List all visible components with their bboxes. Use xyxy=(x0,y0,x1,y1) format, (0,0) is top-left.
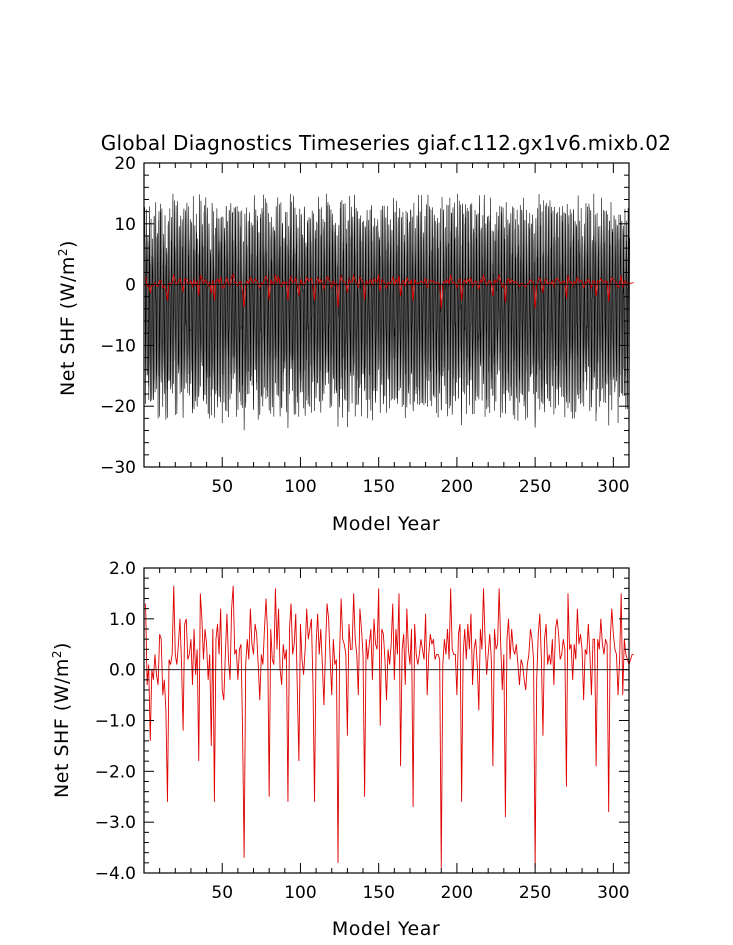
page-title: Global Diagnostics Timeseries giaf.c112.… xyxy=(101,131,672,155)
top-y-axis-label-main: Net SHF (W/m xyxy=(57,256,79,396)
top-y-tick-label: 0 xyxy=(125,276,136,296)
top-x-tick-label: 300 xyxy=(597,477,629,497)
top-y-tick-label: 10 xyxy=(114,215,136,235)
top-y-tick-label: −20 xyxy=(100,397,136,417)
top-monthly-line xyxy=(144,193,630,431)
bottom-y-tick-label: 1.0 xyxy=(109,610,136,630)
top-y-axis-label-close: ) xyxy=(57,240,79,248)
bottom-x-tick-label: 200 xyxy=(441,883,473,903)
bottom-axes: 2.0 1.0 0.0 −1.0 −2.0 −3.0 −4.0 50 100 150 200 250 3… xyxy=(95,559,630,903)
top-y-tick-label: 20 xyxy=(114,154,136,174)
top-plot-frame xyxy=(143,162,630,468)
top-x-tick-label: 150 xyxy=(362,477,394,497)
top-y-tick-label: −10 xyxy=(100,336,136,356)
plot-bottom: 2.0 1.0 0.0 −1.0 −2.0 −3.0 −4.0 50 100 150 200 250 3… xyxy=(50,559,634,940)
bottom-y-axis-label-main: Net SHF (W/m xyxy=(51,658,73,798)
top-y-axis-label: Net SHF (W/m2) xyxy=(56,240,79,396)
top-x-axis-label: Model Year xyxy=(332,513,440,535)
top-x-tick-label: 50 xyxy=(211,477,233,497)
bottom-x-axis-label: Model Year xyxy=(332,918,440,940)
top-annual-line xyxy=(145,273,634,309)
bottom-y-axis-label-close: ) xyxy=(51,642,73,650)
bottom-x-tick-label: 150 xyxy=(362,883,394,903)
bottom-x-tick-label: 50 xyxy=(211,883,233,903)
bottom-y-tick-label: −3.0 xyxy=(95,813,136,833)
bottom-y-axis-label-sup: 2 xyxy=(50,650,64,658)
bottom-annual-series xyxy=(145,585,634,868)
bottom-y-tick-label: −2.0 xyxy=(95,762,136,782)
bottom-y-axis-label: Net SHF (W/m2) xyxy=(50,642,73,798)
bottom-y-tick-label: 0.0 xyxy=(109,661,136,681)
top-x-tick-label: 100 xyxy=(284,477,316,497)
bottom-y-tick-label: −4.0 xyxy=(95,864,136,884)
bottom-annual-line xyxy=(145,585,634,868)
bottom-y-tick-label: −1.0 xyxy=(95,712,136,732)
bottom-x-tick-label: 100 xyxy=(284,883,316,903)
top-y-axis-label-sup: 2 xyxy=(56,248,70,256)
bottom-plot-frame xyxy=(143,567,630,874)
top-x-tick-label: 200 xyxy=(441,477,473,497)
top-x-tick-label: 250 xyxy=(519,477,551,497)
bottom-y-tick-label: 2.0 xyxy=(109,559,136,579)
top-monthly-series xyxy=(144,193,630,431)
top-annual-series xyxy=(145,273,634,309)
bottom-x-tick-label: 300 xyxy=(597,883,629,903)
top-y-tick-label: −30 xyxy=(100,458,136,478)
bottom-x-tick-label: 250 xyxy=(519,883,551,903)
